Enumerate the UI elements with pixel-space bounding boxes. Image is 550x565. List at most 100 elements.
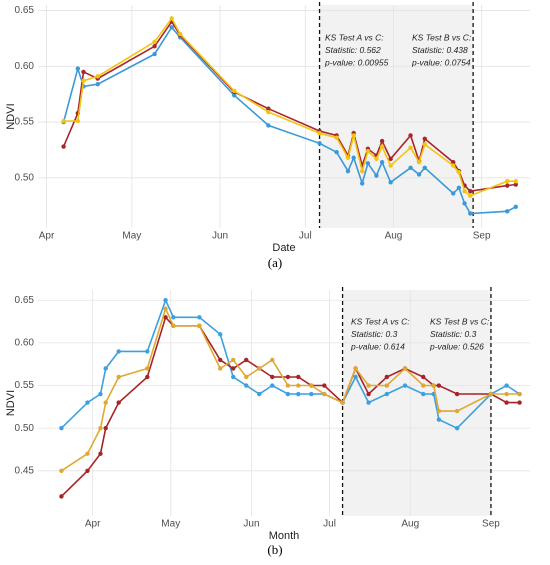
panel-label: (a) [268,255,282,270]
data-point [95,74,100,79]
data-point [462,201,467,206]
data-point [504,383,509,388]
data-point [451,191,456,196]
data-point [218,332,223,337]
annotation: KS Test B vs C: [412,32,472,42]
annotation: Statistic: 0.438 [412,45,468,55]
annotation: p-value: 0.526 [429,341,484,351]
data-point [169,25,174,30]
data-point [436,383,442,388]
x-axis-title: Date [272,242,295,254]
data-point [408,145,413,150]
data-point [152,51,157,57]
data-point [116,374,121,380]
data-point [513,204,518,210]
data-point [244,374,249,380]
data-point [468,189,473,194]
data-point [75,118,81,124]
data-point [421,391,426,397]
data-point [270,374,275,380]
x-axis-title: Month [269,530,300,542]
data-point [296,374,301,380]
data-point [517,391,522,397]
y-tick-label: 0.60 [15,338,35,349]
data-point [322,391,327,397]
data-point [504,400,509,405]
data-point [231,374,236,380]
data-point [169,16,174,21]
data-point [340,400,345,405]
y-tick-label: 0.50 [15,172,35,183]
data-point [402,366,408,371]
data-point [402,383,408,388]
data-point [152,39,157,44]
data-point [422,142,427,147]
data-point [145,366,150,371]
data-point [266,123,271,128]
data-point [379,144,385,149]
data-point [270,357,275,363]
data-point [163,306,168,311]
data-point [422,165,427,170]
annotation: KS Test B vs C: [430,316,490,326]
data-point [257,366,262,371]
annotation: Statistic: 0.3 [351,329,398,339]
data-point [360,168,365,174]
data-point [451,163,456,168]
annotation: KS Test A vs C: [325,32,384,42]
data-point [257,391,262,397]
data-point [408,133,413,138]
data-point [345,155,351,160]
data-point [436,417,442,422]
y-tick-label: 0.65 [15,295,35,306]
data-point [103,425,108,431]
data-point [81,78,86,84]
data-point [98,451,103,456]
data-point [513,182,518,187]
data-point [266,106,271,111]
data-point [365,148,371,154]
data-point [505,209,510,214]
y-tick-label: 0.50 [15,423,35,434]
data-point [517,400,522,405]
data-point [171,315,176,320]
data-point [513,178,518,184]
data-point [451,160,456,165]
annotation: KS Test A vs C: [351,316,410,326]
series-line [60,298,521,430]
data-point [81,69,86,75]
data-point [388,163,393,168]
data-point [232,93,237,98]
data-point [98,425,103,431]
data-point [468,211,473,216]
x-tick-label: Apr [39,231,55,242]
data-point [384,374,390,380]
data-point [171,323,176,329]
y-tick-label: 0.45 [15,465,35,476]
data-point [365,161,371,166]
y-tick-label: 0.55 [15,380,35,391]
data-point [488,391,494,397]
data-point [270,383,275,388]
data-point [334,135,339,140]
x-tick-label: Jul [299,231,312,242]
x-tick-label: Apr [85,519,101,530]
data-point [379,160,385,165]
data-point [421,383,426,388]
data-point [379,138,385,144]
data-point [416,172,422,177]
data-point [232,88,237,94]
data-point [116,400,121,405]
data-point [163,315,168,320]
data-point [285,391,291,397]
data-point [505,183,510,188]
data-point [98,391,103,397]
data-point [309,383,314,388]
data-point [366,383,371,388]
data-point [353,374,358,380]
x-tick-label: May [161,519,180,530]
data-point [322,383,327,388]
panel-label: (b) [267,542,282,557]
data-point [345,168,351,174]
data-point [353,366,358,371]
